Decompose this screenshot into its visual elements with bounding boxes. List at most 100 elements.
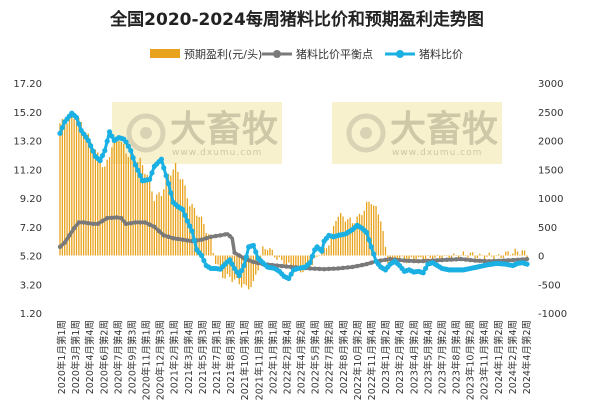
x-tick-label: 2020年7月第4周: [112, 320, 124, 394]
balance-point: [458, 256, 464, 262]
ratio-point: [102, 147, 108, 154]
ratio-point: [168, 190, 174, 196]
profit-bar: [92, 149, 94, 256]
profit-bar: [264, 249, 266, 256]
profit-bar: [328, 245, 330, 256]
balance-point: [388, 256, 393, 262]
right-tick-label: -500: [538, 280, 561, 291]
profit-bar: [349, 217, 351, 256]
balance-point: [62, 240, 67, 245]
profit-bar: [94, 149, 97, 256]
balance-point: [383, 257, 388, 263]
profit-bar: [526, 255, 528, 259]
profit-bar: [87, 133, 89, 256]
ratio-point: [420, 270, 426, 276]
balance-point: [185, 238, 190, 243]
legend-label: 猪料比价: [419, 47, 463, 61]
profit-bar: [316, 255, 318, 257]
x-tick-label: 2020年11月第1周: [141, 320, 153, 400]
profit-bar: [434, 255, 436, 258]
profit-bar: [391, 255, 394, 258]
profit-bar: [479, 253, 481, 256]
x-tick-label: 2023年5月第4周: [422, 320, 434, 394]
balance-point: [57, 244, 63, 250]
profit-bar: [481, 255, 483, 256]
ratio-point: [125, 143, 131, 149]
profit-bar: [127, 157, 130, 256]
profit-bar: [436, 254, 439, 256]
profit-bar: [139, 157, 141, 256]
watermark-url: www.dxumu.com: [392, 148, 482, 158]
profit-bar: [361, 215, 363, 256]
profit-bar: [165, 178, 167, 256]
ratio-point: [288, 271, 294, 277]
profit-bar: [156, 194, 158, 256]
balance-point: [406, 258, 412, 263]
profit-bar: [486, 255, 488, 257]
balance-point: [345, 265, 350, 270]
profit-bar: [420, 255, 422, 258]
legend-item: 猪料比价平衡点: [262, 47, 373, 61]
ratio-point: [309, 253, 315, 259]
balance-series-line: [58, 215, 528, 271]
left-tick-label: 1.20: [20, 309, 42, 320]
profit-bar: [422, 255, 424, 262]
profit-bar: [217, 255, 219, 265]
profit-bar: [354, 223, 356, 256]
profit-bar: [446, 255, 448, 256]
ratio-point: [307, 260, 313, 266]
ratio-point: [149, 170, 155, 176]
profit-bar: [212, 252, 214, 256]
profit-bar: [266, 250, 269, 256]
profit-bar: [476, 255, 479, 259]
profit-bar: [505, 251, 507, 256]
x-tick-label: 2024年4月第2周: [521, 320, 533, 394]
balance-point: [90, 221, 96, 227]
profit-bar: [417, 255, 420, 258]
ratio-point: [198, 252, 205, 259]
x-tick-label: 2021年7月第1周: [211, 320, 223, 394]
profit-bar: [120, 141, 122, 256]
right-tick-label: 1500: [538, 165, 563, 176]
profit-bar: [255, 255, 257, 275]
profit-bar: [205, 233, 207, 256]
balance-point: [477, 258, 483, 263]
ratio-point: [106, 129, 113, 135]
profit-bar: [283, 255, 285, 267]
legend-marker: [273, 50, 281, 58]
ratio-point: [163, 173, 169, 179]
profit-bar: [368, 201, 370, 256]
profit-bar: [443, 255, 446, 256]
profit-bar: [273, 255, 276, 258]
x-tick-label: 2021年8月第3周: [225, 320, 237, 394]
ratio-point: [191, 237, 198, 244]
profit-bar: [132, 156, 134, 256]
profit-bar: [373, 205, 375, 256]
profit-bar: [358, 213, 361, 256]
ratio-point: [243, 254, 249, 260]
balance-point: [213, 233, 218, 239]
x-tick-label: 2023年10月第2周: [465, 320, 477, 400]
legend-marker: [396, 50, 404, 58]
profit-bar: [467, 255, 469, 258]
left-tick-label: 3.20: [20, 280, 42, 291]
left-tick-label: 7.20: [20, 223, 42, 234]
profit-bar: [490, 255, 493, 257]
profit-bar: [108, 157, 111, 256]
x-tick-label: 2021年10月第1周: [239, 320, 251, 400]
profit-bar: [118, 141, 120, 256]
x-tick-label: 2022年11月第4周: [366, 320, 378, 400]
x-tick-label: 2022年8月第4周: [338, 320, 350, 394]
balance-point: [510, 257, 516, 263]
profit-bar: [66, 123, 68, 256]
balance-point: [321, 266, 327, 272]
x-tick-label: 2022年2月第4周: [282, 320, 294, 394]
balance-point: [67, 233, 72, 238]
profit-bar: [302, 255, 304, 273]
profit-bar: [304, 255, 306, 267]
watermark-logo-dot: [360, 127, 372, 139]
profit-bar: [198, 216, 200, 256]
balance-point: [161, 233, 166, 238]
watermark-text: 大畜牧: [390, 109, 499, 150]
profit-bar: [498, 254, 500, 256]
